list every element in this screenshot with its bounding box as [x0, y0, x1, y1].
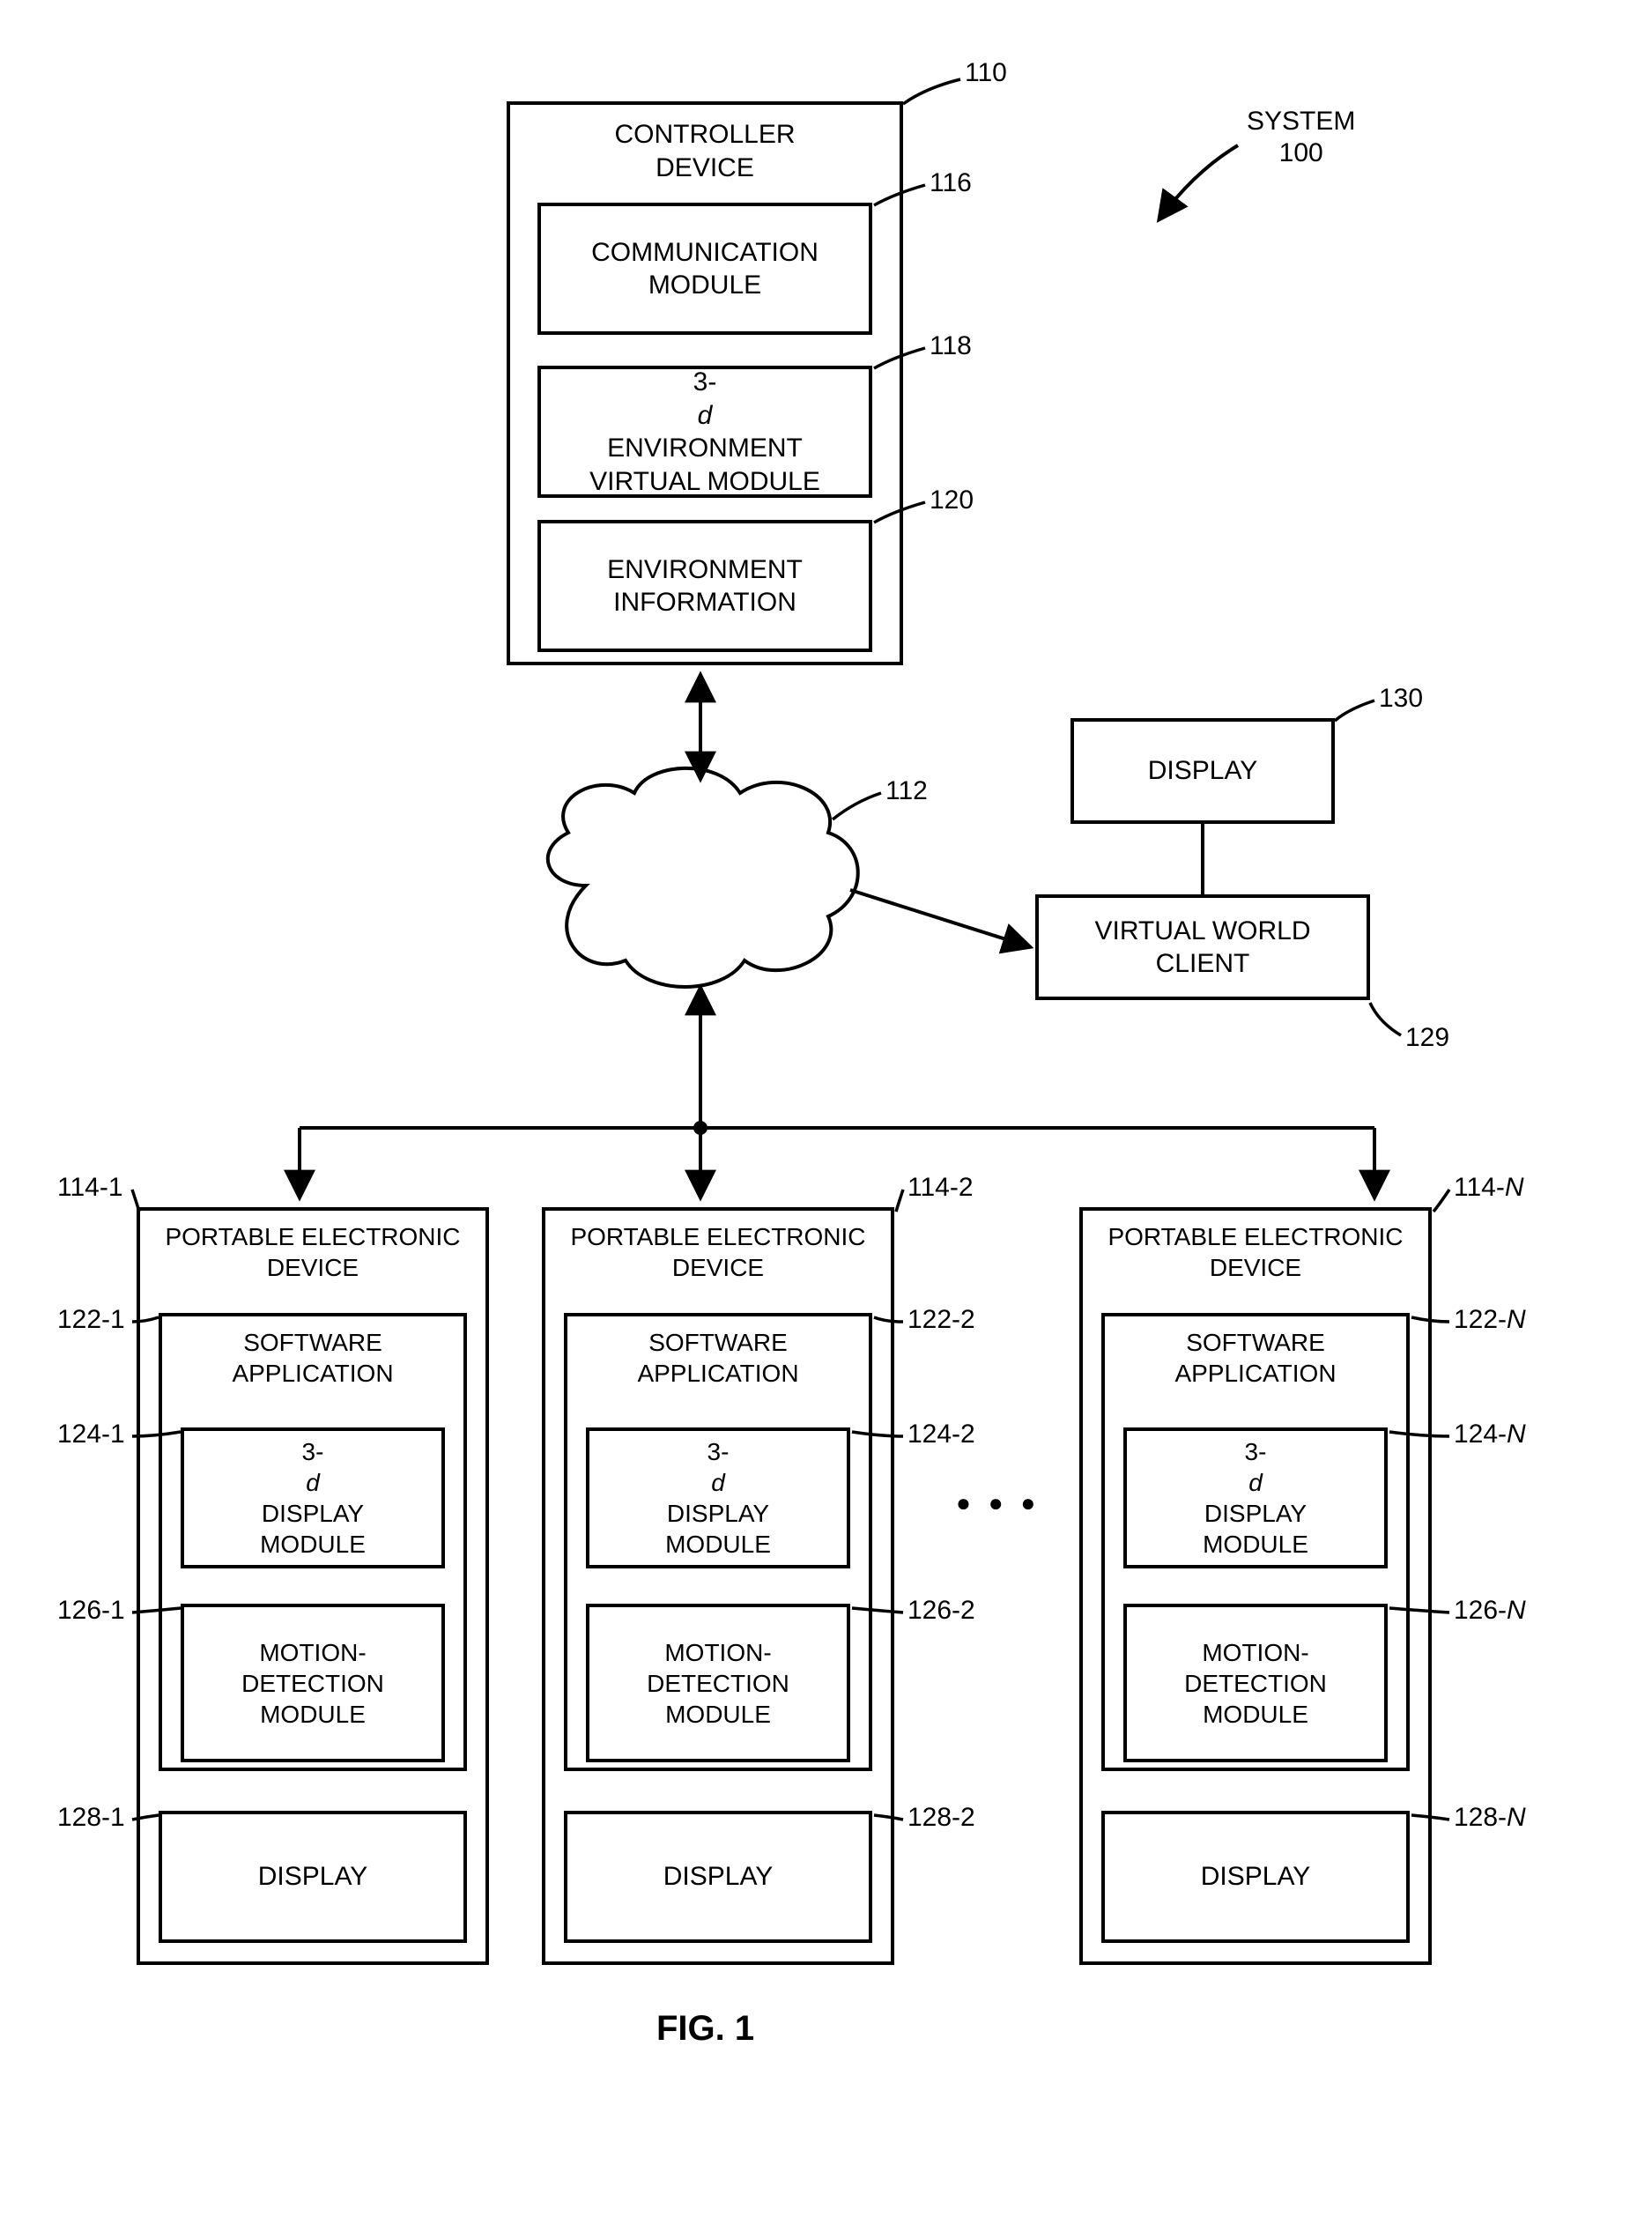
- ref-114-2: 114-2: [907, 1172, 974, 1204]
- ref-128-2: 128-2: [907, 1802, 975, 1834]
- ellipsis-icon: ● ● ●: [956, 1489, 1041, 1517]
- network-label: NETWORK: [639, 871, 774, 902]
- ref-118: 118: [930, 330, 972, 362]
- ref-128-n: 128-N: [1454, 1802, 1526, 1834]
- ref-124-1: 124-1: [57, 1419, 125, 1450]
- diagram-canvas: SYSTEM100 CONTROLLERDEVICE COMMUNICATION…: [0, 0, 1652, 2239]
- ref-112: 112: [885, 775, 928, 807]
- ref-126-n: 126-N: [1454, 1595, 1526, 1627]
- controller-title: CONTROLLERDEVICE: [614, 118, 795, 184]
- device-2-display: DISPLAY: [564, 1811, 872, 1943]
- 3d-environment-module-box: 3-d ENVIRONMENTVIRTUAL MODULE: [537, 366, 872, 498]
- display-box-right: DISPLAY: [1070, 718, 1335, 824]
- ref-124-n: 124-N: [1454, 1419, 1526, 1450]
- device-n-3d-display: 3-d DISPLAYMODULE: [1123, 1427, 1388, 1568]
- ref-122-n: 122-N: [1454, 1304, 1526, 1336]
- ref-110: 110: [965, 57, 1007, 89]
- environment-info-box: ENVIRONMENTINFORMATION: [537, 520, 872, 652]
- device-2-3d-display: 3-d DISPLAYMODULE: [586, 1427, 850, 1568]
- device-1-motion: MOTION-DETECTIONMODULE: [181, 1604, 445, 1762]
- ref-124-2: 124-2: [907, 1419, 975, 1450]
- system-label: SYSTEM100: [1247, 106, 1355, 169]
- ref-116: 116: [930, 167, 972, 199]
- device-1-3d-display: 3-d DISPLAYMODULE: [181, 1427, 445, 1568]
- communication-module-box: COMMUNICATIONMODULE: [537, 203, 872, 335]
- device-n-motion: MOTION-DETECTIONMODULE: [1123, 1604, 1388, 1762]
- ref-114-1: 114-1: [57, 1172, 123, 1204]
- ref-130: 130: [1379, 683, 1423, 715]
- device-n-display: DISPLAY: [1101, 1811, 1410, 1943]
- ref-120: 120: [930, 485, 974, 516]
- ref-122-1: 122-1: [57, 1304, 125, 1336]
- figure-title: FIG. 1: [656, 2009, 754, 2049]
- ref-126-1: 126-1: [57, 1595, 125, 1627]
- ref-126-2: 126-2: [907, 1595, 975, 1627]
- device-1-display: DISPLAY: [159, 1811, 467, 1943]
- ref-128-1: 128-1: [57, 1802, 125, 1834]
- ref-122-2: 122-2: [907, 1304, 975, 1336]
- virtual-world-client-box: VIRTUAL WORLDCLIENT: [1035, 894, 1370, 1000]
- device-2-motion: MOTION-DETECTIONMODULE: [586, 1604, 850, 1762]
- ref-129: 129: [1405, 1022, 1449, 1054]
- ref-114-n: 114-N: [1454, 1172, 1524, 1204]
